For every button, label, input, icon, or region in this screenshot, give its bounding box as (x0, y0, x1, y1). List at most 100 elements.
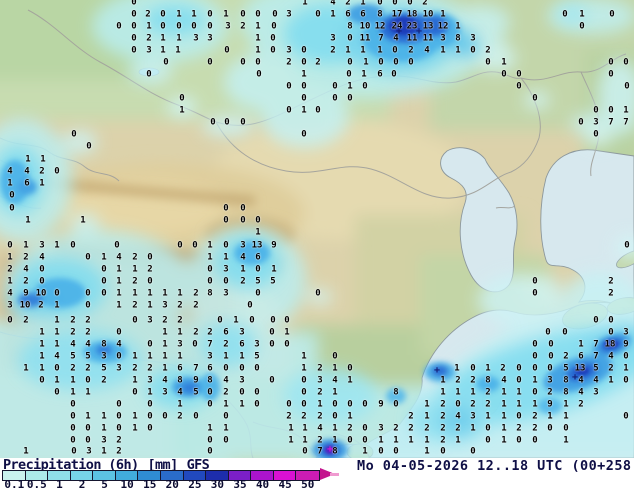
grid-value: 0 (255, 215, 261, 226)
grid-value: 0 (470, 363, 476, 374)
grid-value: 0 (532, 435, 538, 446)
grid-value: 4 (24, 166, 30, 177)
grid-value: 2 (578, 399, 584, 410)
colorbar-tick-label: 30 (210, 478, 225, 490)
grid-value: 0 (391, 69, 397, 80)
grid-value: 1 (455, 45, 461, 56)
grid-value: 0 (249, 315, 255, 326)
grid-value: 2 (132, 252, 138, 263)
colorbar-segment (183, 471, 207, 480)
grid-value: 0 (378, 446, 384, 457)
grid-value: 0 (516, 435, 522, 446)
grid-value: 3 (101, 435, 107, 446)
grid-value: 1 (301, 351, 307, 362)
grid-value: 0 (70, 435, 76, 446)
grid-value: 1 (563, 435, 569, 446)
grid-value: 2 (440, 435, 446, 446)
grid-value: 0 (562, 9, 568, 20)
grid-value: 0 (223, 435, 229, 446)
grid-value: 0 (547, 363, 553, 374)
grid-value: 2 (330, 45, 336, 56)
grid-value: 3 (593, 387, 599, 398)
grid-value: 2 (193, 300, 199, 311)
grid-value: 0 (132, 315, 138, 326)
grid-value: 0 (239, 387, 245, 398)
grid-value: 0 (501, 69, 507, 80)
grid-value: 0 (147, 411, 153, 422)
grid-value: 6 (207, 363, 213, 374)
colorbar-segment (93, 471, 116, 480)
grid-value: 0 (193, 411, 199, 422)
grid-value: 1 (255, 21, 261, 32)
grid-value: 0 (470, 45, 476, 56)
grid-value: 1 (579, 9, 585, 20)
grid-value: 1 (288, 435, 294, 446)
grid-value: 7 (378, 33, 384, 44)
grid-value: 0 (362, 423, 368, 434)
grid-value: 1 (393, 435, 399, 446)
grid-value: 0 (131, 33, 137, 44)
grid-value: 0 (85, 375, 91, 386)
grid-value: 2 (207, 327, 213, 338)
grid-value: 2 (317, 411, 323, 422)
grid-value: 1 (147, 387, 153, 398)
grid-value: 9 (378, 399, 384, 410)
grid-value: 1 (255, 33, 261, 44)
grid-value: 24 (391, 21, 403, 32)
grid-value: 0 (532, 351, 538, 362)
grid-value: 2 (317, 363, 323, 374)
grid-value: 0 (255, 57, 261, 68)
grid-value: 0 (315, 9, 321, 20)
grid-value: 0 (516, 363, 522, 374)
grid-value: 1 (70, 375, 76, 386)
grid-value: 0 (378, 57, 384, 68)
grid-value: 1 (360, 45, 366, 56)
grid-value: 0 (563, 423, 569, 434)
grid-value: 0 (131, 0, 137, 8)
grid-value: 8 (347, 21, 353, 32)
grid-value: 0 (332, 93, 338, 104)
grid-value: 1 (132, 288, 138, 299)
grid-value: 4 (116, 252, 122, 263)
grid-value: 0 (207, 264, 213, 275)
grid-value: 1 (424, 446, 430, 457)
grid-value: 3 (254, 339, 260, 350)
grid-value: 1 (176, 9, 182, 20)
colorbar (2, 470, 320, 481)
grid-value: 6 (578, 351, 584, 362)
colorbar-tick-label: 20 (165, 478, 179, 490)
grid-value: 1 (85, 411, 91, 422)
grid-value: 2 (147, 264, 153, 275)
grid-value: 1 (532, 399, 538, 410)
grid-value: 4 (501, 375, 507, 386)
grid-value: 0 (207, 435, 213, 446)
grid-value: 3 (116, 363, 122, 374)
grid-value: 5 (193, 387, 199, 398)
grid-value: 2 (23, 252, 29, 263)
grid-value: 1 (162, 363, 168, 374)
grid-value: 6 (223, 327, 229, 338)
grid-value: 3 (147, 375, 153, 386)
grid-value: 0 (116, 21, 122, 32)
grid-value: 8 (485, 375, 491, 386)
grid-value: 1 (23, 446, 29, 457)
grid-value: 1 (347, 375, 353, 386)
grid-value: 0 (593, 129, 599, 140)
grid-value: 4 (23, 264, 29, 275)
grid-value: 8 (377, 9, 383, 20)
grid-value: 8 (207, 375, 213, 386)
grid-value: 1 (207, 252, 213, 263)
grid-value: 0 (470, 446, 476, 457)
grid-value: 0 (302, 446, 308, 457)
grid-value: 2 (70, 363, 76, 374)
grid-value: 7 (623, 117, 629, 128)
grid-value: 0 (254, 363, 260, 374)
grid-value: 3 (162, 387, 168, 398)
grid-value: 10 (19, 300, 31, 311)
grid-value: 0 (609, 9, 615, 20)
grid-value: 0 (347, 363, 353, 374)
grid-value: 5 (254, 351, 260, 362)
grid-value: 1 (363, 57, 369, 68)
grid-value: 3 (223, 288, 229, 299)
max-marker-icon: + (326, 444, 334, 455)
